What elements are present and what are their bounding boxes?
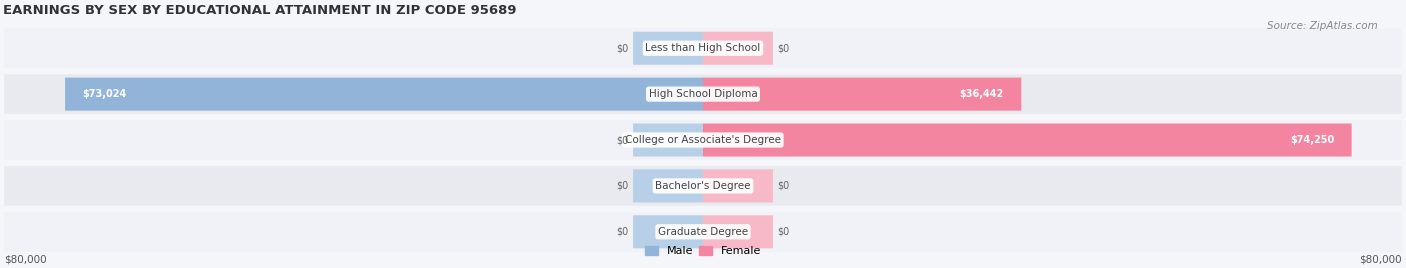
Text: $0: $0 [778, 43, 790, 53]
FancyBboxPatch shape [703, 124, 1351, 157]
FancyBboxPatch shape [4, 212, 1402, 252]
Text: $0: $0 [778, 227, 790, 237]
FancyBboxPatch shape [633, 215, 703, 248]
Text: $0: $0 [616, 43, 628, 53]
Text: College or Associate's Degree: College or Associate's Degree [626, 135, 780, 145]
FancyBboxPatch shape [4, 166, 1402, 206]
Text: Graduate Degree: Graduate Degree [658, 227, 748, 237]
Text: $0: $0 [778, 181, 790, 191]
Text: $0: $0 [616, 181, 628, 191]
FancyBboxPatch shape [703, 78, 1021, 111]
Text: $0: $0 [616, 135, 628, 145]
FancyBboxPatch shape [65, 78, 703, 111]
Text: $36,442: $36,442 [960, 89, 1004, 99]
FancyBboxPatch shape [703, 32, 773, 65]
FancyBboxPatch shape [4, 120, 1402, 160]
Text: $0: $0 [616, 227, 628, 237]
Text: $80,000: $80,000 [1360, 255, 1402, 265]
FancyBboxPatch shape [633, 169, 703, 202]
FancyBboxPatch shape [633, 32, 703, 65]
FancyBboxPatch shape [4, 28, 1402, 68]
Text: $73,024: $73,024 [83, 89, 127, 99]
Text: Less than High School: Less than High School [645, 43, 761, 53]
FancyBboxPatch shape [4, 75, 1402, 114]
FancyBboxPatch shape [633, 124, 703, 157]
Legend: Male, Female: Male, Female [640, 241, 766, 261]
Text: High School Diploma: High School Diploma [648, 89, 758, 99]
FancyBboxPatch shape [703, 169, 773, 202]
Text: Bachelor's Degree: Bachelor's Degree [655, 181, 751, 191]
Text: Source: ZipAtlas.com: Source: ZipAtlas.com [1267, 21, 1378, 31]
Text: $80,000: $80,000 [4, 255, 46, 265]
FancyBboxPatch shape [703, 215, 773, 248]
Text: EARNINGS BY SEX BY EDUCATIONAL ATTAINMENT IN ZIP CODE 95689: EARNINGS BY SEX BY EDUCATIONAL ATTAINMEN… [3, 4, 516, 17]
Text: $74,250: $74,250 [1289, 135, 1334, 145]
